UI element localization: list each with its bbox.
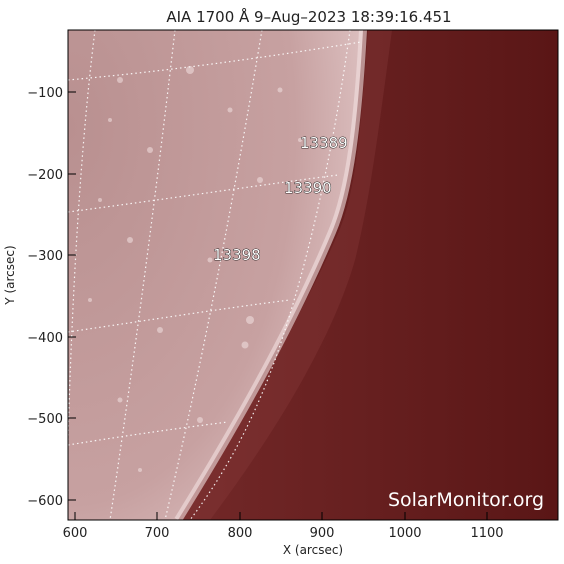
x-axis: 600 700 800 900 1000 1100 X (arcsec) (63, 512, 504, 557)
y-tick-label: −600 (27, 494, 63, 509)
y-tick-label: −400 (27, 331, 63, 346)
x-tick-label: 800 (228, 526, 253, 541)
y-tick-label: −300 (27, 249, 63, 264)
x-tick-label: 700 (145, 526, 170, 541)
x-tick-label: 900 (310, 526, 335, 541)
x-tick-label: 1100 (470, 526, 503, 541)
y-tick-label: −100 (27, 86, 63, 101)
heliographic-grid (68, 30, 362, 520)
x-axis-label: X (arcsec) (283, 543, 343, 557)
chromosphere-texture (88, 66, 302, 472)
x-tick-label: 1000 (388, 526, 421, 541)
plot-frame (67, 29, 559, 521)
plot-title: AIA 1700 Å 9–Aug–2023 18:39:16.451 (166, 7, 451, 26)
y-tick-label: −500 (27, 412, 63, 427)
region-label-13389: 13389 (300, 134, 348, 152)
y-axis: −100 −200 −300 −400 −500 −600 Y (arcsec) (3, 86, 76, 509)
watermark: SolarMonitor.org (388, 489, 544, 511)
region-label-13390: 13390 (284, 179, 332, 197)
solar-disk (68, 30, 363, 520)
y-axis-label: Y (arcsec) (3, 245, 17, 305)
region-label-13398: 13398 (213, 246, 261, 264)
x-tick-label: 600 (63, 526, 88, 541)
y-tick-label: −200 (27, 168, 63, 183)
